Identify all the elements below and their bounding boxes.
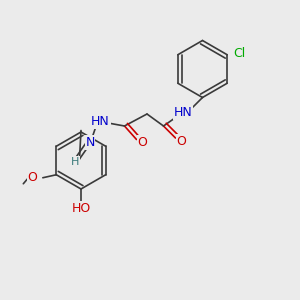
Text: O: O xyxy=(177,134,186,148)
Text: Cl: Cl xyxy=(233,47,245,60)
Text: HN: HN xyxy=(174,106,192,119)
Text: N: N xyxy=(85,136,95,149)
Text: O: O xyxy=(27,171,37,184)
Text: HO: HO xyxy=(71,202,91,215)
Text: H: H xyxy=(71,157,79,167)
Text: HN: HN xyxy=(91,115,110,128)
Text: O: O xyxy=(138,136,147,149)
